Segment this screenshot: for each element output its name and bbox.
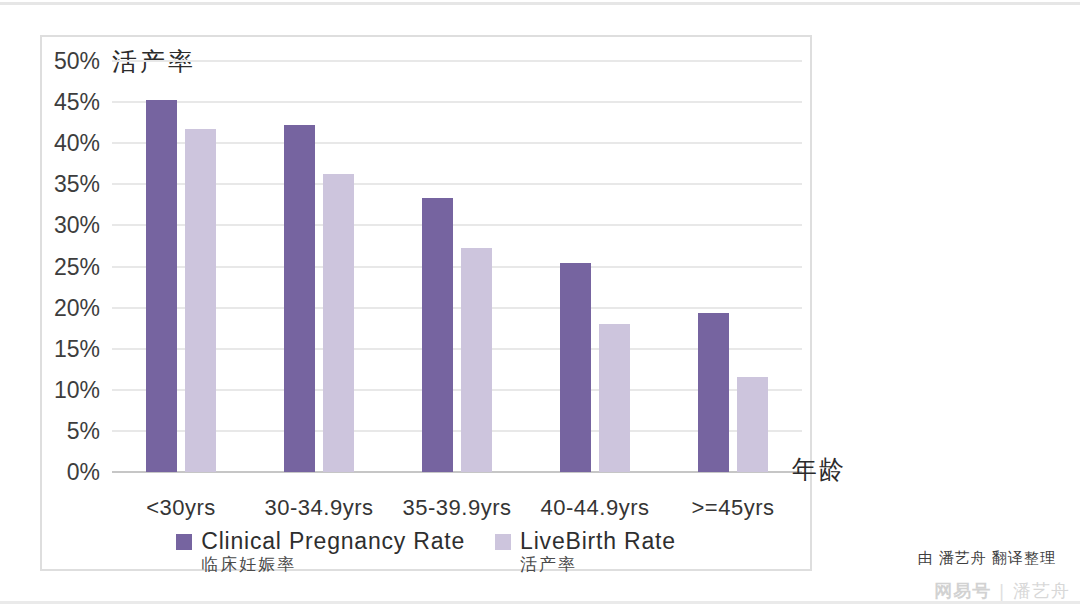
legend-item-clinical-pregnancy-rate: Clinical Pregnancy Rate 临床妊娠率 (176, 527, 465, 574)
y-axis-tick-labels: 50%45%40%35%30%25%20%15%10%5%0% (42, 61, 100, 472)
y-tick-label: 5% (42, 418, 100, 444)
y-tick-label: 30% (42, 212, 100, 238)
bottom-divider (0, 601, 1080, 604)
legend-label: LiveBirth Rate (520, 527, 676, 555)
legend-item-livebirth-rate: LiveBirth Rate 活产率 (495, 527, 676, 574)
x-tick-label: 40-44.9yrs (526, 495, 664, 521)
watermark-divider: | (991, 581, 1013, 601)
x-axis-title: 年龄 (792, 453, 846, 486)
legend-marker-livebirth-rate-icon (495, 534, 511, 550)
y-tick-label: 50% (42, 48, 100, 74)
x-tick-label: >=45yrs (664, 495, 802, 521)
y-tick-label: 35% (42, 171, 100, 197)
netease-watermark: 网易号|潘艺舟 (680, 579, 1070, 603)
watermark-brand: 网易号 (934, 581, 991, 601)
legend-marker-clinical-pregnancy-rate-icon (176, 534, 192, 550)
y-tick-label: 15% (42, 336, 100, 362)
legend-sublabel-zh: 临床妊娠率 (201, 555, 465, 574)
y-tick-label: 0% (42, 459, 100, 485)
x-tick-label: 30-34.9yrs (250, 495, 388, 521)
y-tick-label: 40% (42, 130, 100, 156)
bar-group-30-34.9yrs (250, 61, 388, 472)
legend-sublabel-zh: 活产率 (520, 555, 676, 574)
y-tick-label: 20% (42, 295, 100, 321)
bar-clinical-pregnancy-rate-<30yrs (146, 100, 177, 472)
chart-frame: 活产率 50% 45% 40% 35% 30% 25% 20% 15% 10% 5% 0% <30y… (40, 35, 812, 571)
bar-group-35-39.9yrs (388, 61, 526, 472)
bar-clinical-pregnancy-rate-30-34.9yrs (284, 125, 315, 472)
top-divider (0, 2, 1080, 5)
bar-clinical-pregnancy-rate-40-44.9yrs (560, 263, 591, 472)
x-tick-label: <30yrs (112, 495, 250, 521)
bar-livebirth-rate-30-34.9yrs (323, 174, 354, 472)
y-tick-label: 25% (42, 254, 100, 280)
legend-label: Clinical Pregnancy Rate (201, 527, 465, 555)
bar-group->=45yrs (664, 61, 802, 472)
bar-livebirth-rate-<30yrs (185, 129, 216, 472)
watermark-author: 潘艺舟 (1013, 581, 1070, 601)
bar-group-<30yrs (112, 61, 250, 472)
bar-clinical-pregnancy-rate-35-39.9yrs (422, 198, 453, 472)
bar-group-40-44.9yrs (526, 61, 664, 472)
bar-livebirth-rate-40-44.9yrs (599, 324, 630, 472)
x-axis-tick-labels: <30yrs30-34.9yrs35-39.9yrs40-44.9yrs>=45… (112, 495, 802, 521)
bar-clinical-pregnancy-rate->=45yrs (698, 313, 729, 472)
translation-credit: 由 潘艺舟 翻译整理 (680, 549, 1056, 568)
x-tick-label: 35-39.9yrs (388, 495, 526, 521)
netease-article-figure: 活产率 50% 45% 40% 35% 30% 25% 20% 15% 10% 5% 0% <30y… (0, 0, 1080, 608)
plot-area (112, 61, 802, 472)
bar-livebirth-rate-35-39.9yrs (461, 248, 492, 472)
y-tick-label: 10% (42, 377, 100, 403)
y-tick-label: 45% (42, 89, 100, 115)
bar-livebirth-rate->=45yrs (737, 377, 768, 472)
